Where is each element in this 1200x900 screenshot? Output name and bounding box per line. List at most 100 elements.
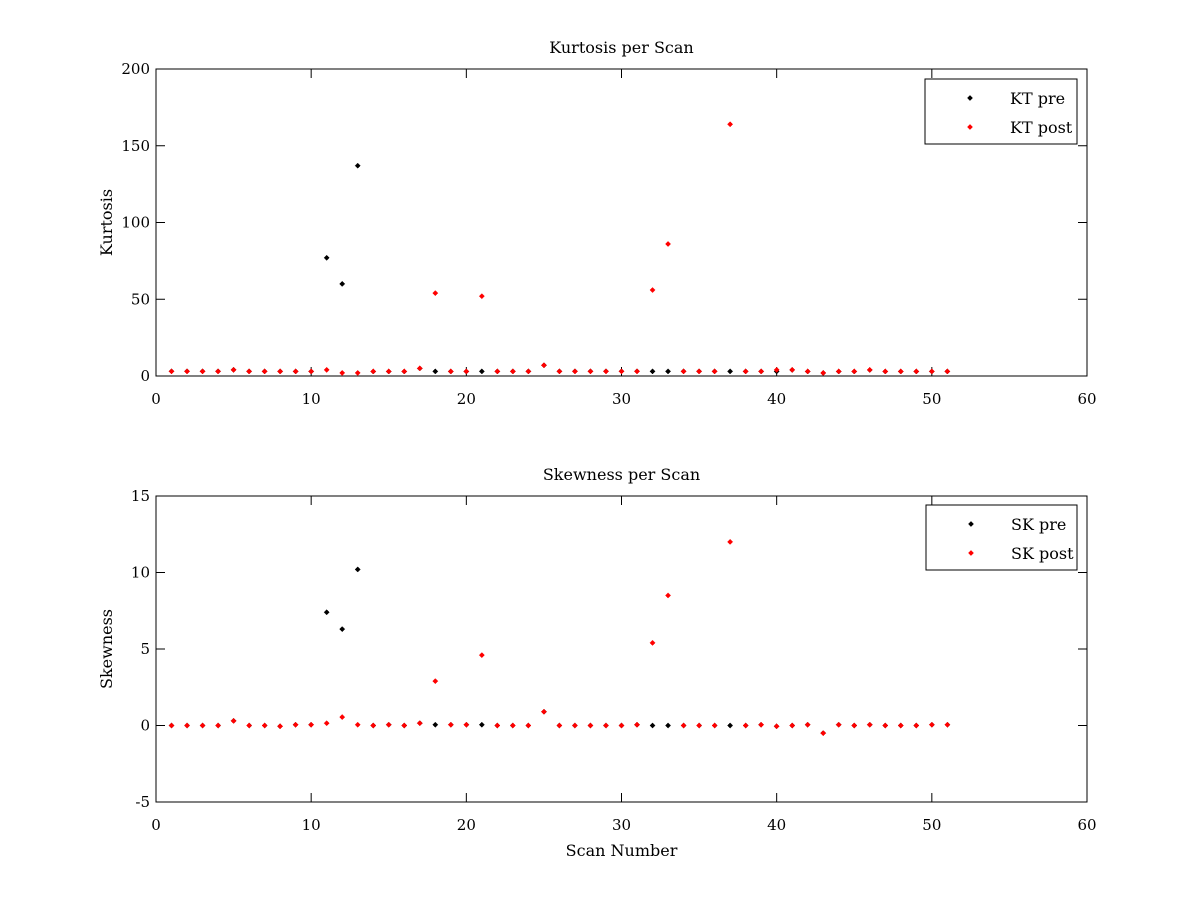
data-point (649, 287, 656, 293)
x-tick-label: 60 (1077, 816, 1096, 834)
data-point (478, 652, 485, 659)
data-point (323, 366, 330, 373)
data-point (618, 368, 625, 375)
data-point (649, 368, 656, 375)
y-axis-label: Skewness (97, 609, 116, 689)
data-point (944, 368, 951, 375)
data-point (494, 368, 501, 375)
data-point (727, 722, 734, 729)
data-point (277, 368, 284, 375)
data-point (354, 369, 361, 376)
data-point (851, 368, 858, 375)
data-point (665, 722, 672, 729)
data-point (603, 368, 609, 375)
series-2 (168, 121, 951, 376)
data-point (587, 722, 594, 729)
data-point (944, 721, 951, 728)
x-tick-label: 30 (612, 816, 631, 834)
legend-marker (968, 521, 974, 527)
data-point (789, 366, 796, 373)
y-tick-label: 0 (140, 367, 150, 385)
data-point (261, 368, 268, 375)
data-point (168, 368, 175, 375)
x-tick-label: 50 (922, 816, 941, 834)
data-point (370, 722, 377, 729)
x-tick-label: 30 (612, 390, 631, 408)
data-point (199, 722, 206, 729)
data-point (447, 721, 454, 728)
data-point (184, 368, 190, 375)
legend-box (925, 504, 1078, 571)
data-point (928, 721, 935, 728)
series-1 (168, 566, 951, 737)
data-point (665, 241, 672, 247)
data-point (261, 722, 268, 729)
data-point (339, 626, 346, 633)
legend-marker (967, 124, 973, 130)
data-point (215, 368, 222, 375)
data-point (525, 368, 532, 375)
data-point (308, 721, 315, 728)
data-point (401, 368, 408, 375)
data-point (928, 368, 935, 375)
data-point (649, 722, 656, 729)
data-point (727, 121, 734, 128)
legend-label: KT pre (1010, 89, 1065, 108)
data-point (727, 368, 734, 375)
data-point (323, 254, 330, 261)
data-point (354, 566, 361, 573)
data-point (587, 368, 594, 375)
chart-title: Skewness per Scan (543, 465, 700, 484)
data-point (478, 721, 485, 728)
legend-label: SK post (1011, 544, 1074, 563)
data-point (882, 722, 889, 729)
data-point (463, 721, 470, 728)
data-point (804, 368, 811, 375)
data-point (758, 721, 765, 728)
x-axis-label: Scan Number (566, 841, 678, 860)
data-point (866, 721, 873, 728)
data-point (820, 369, 827, 376)
data-point (711, 368, 718, 375)
data-point (711, 722, 718, 729)
data-point (416, 720, 423, 727)
data-point (509, 368, 516, 375)
data-point (432, 721, 439, 728)
data-point (556, 368, 563, 375)
data-point (292, 721, 299, 728)
data-point (820, 730, 827, 737)
chart-panel-1: 0 10 20 30 40 50 60 0 50 100 150 200 Kurtosis per Sc… (97, 38, 1097, 408)
data-point (680, 722, 687, 729)
data-point (571, 368, 578, 375)
data-point (742, 722, 749, 729)
data-point (835, 368, 842, 375)
data-point (540, 708, 547, 715)
data-point (509, 722, 516, 729)
y-tick-label: 0 (140, 717, 150, 735)
data-point (540, 362, 547, 369)
data-point (618, 722, 625, 729)
x-tick-label: 0 (151, 816, 161, 834)
data-point (680, 368, 687, 375)
data-point (385, 721, 392, 728)
x-tick-label: 40 (767, 816, 786, 834)
y-tick-label: 100 (121, 214, 150, 232)
data-point (323, 609, 330, 616)
data-point (432, 678, 439, 685)
data-point (571, 722, 578, 729)
data-point (525, 722, 532, 729)
data-point (199, 368, 206, 375)
data-point (308, 368, 315, 375)
data-point (339, 714, 346, 721)
data-point (665, 368, 672, 375)
data-point (416, 365, 423, 372)
data-point (773, 723, 780, 730)
data-point (339, 369, 346, 376)
data-point (882, 368, 889, 375)
x-tick-label: 10 (302, 816, 321, 834)
data-point (758, 368, 765, 375)
data-point (432, 290, 439, 297)
y-tick-label: 200 (121, 60, 150, 78)
legend-marker (968, 550, 974, 556)
